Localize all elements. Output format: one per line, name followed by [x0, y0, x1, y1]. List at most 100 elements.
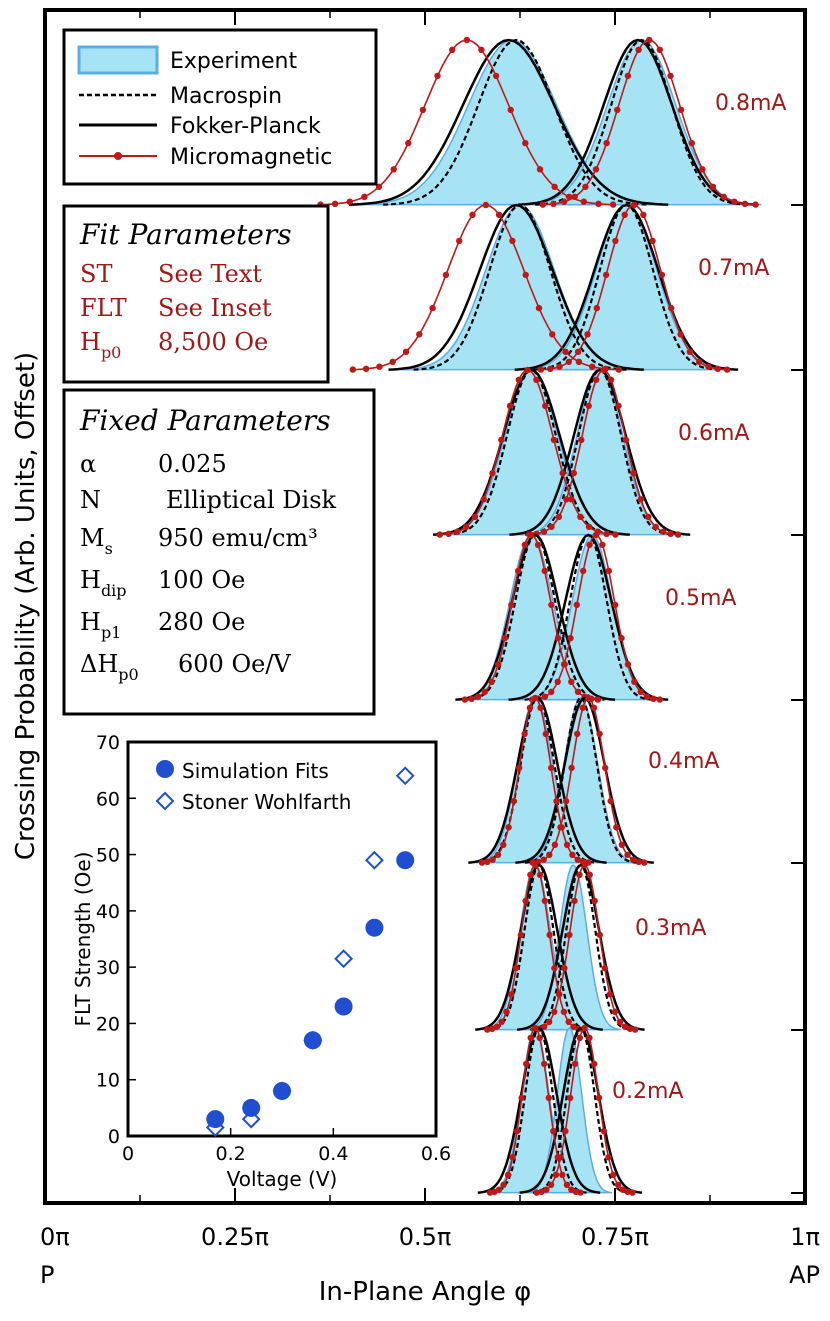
- micromagnetic-point: [521, 730, 528, 738]
- micromagnetic-point: [390, 166, 397, 173]
- micromagnetic-point: [498, 1018, 505, 1025]
- micromagnetic-point: [475, 693, 482, 700]
- micromagnetic-point: [584, 331, 591, 338]
- inset-legend-label-simulation: Simulation Fits: [182, 759, 329, 783]
- micromagnetic-point: [696, 358, 703, 365]
- x-tick-label: 0.5π: [399, 1223, 452, 1251]
- micromagnetic-point: [541, 1023, 548, 1030]
- micromagnetic-point: [570, 469, 577, 477]
- micromagnetic-point: [419, 106, 427, 114]
- micromagnetic-point: [484, 1026, 491, 1033]
- inset-y-tick-label: 70: [96, 732, 120, 754]
- current-label: 0.7mA: [698, 256, 769, 281]
- fixed-param-name: N: [80, 486, 101, 514]
- legend-label-micromagnetic: Micromagnetic: [170, 145, 332, 170]
- fokker-planck-line: [348, 38, 669, 206]
- inset-x-tick-label: 0: [122, 1143, 134, 1165]
- macrospin-line: [478, 696, 597, 864]
- micromagnetic-point: [500, 1181, 507, 1189]
- micromagnetic-point: [510, 797, 518, 805]
- micromagnetic-point: [554, 634, 562, 642]
- micromagnetic-point: [543, 1186, 550, 1193]
- micromagnetic-point: [346, 198, 353, 205]
- micromagnetic-point: [660, 528, 667, 535]
- micromagnetic-point: [508, 601, 515, 609]
- micromagnetic-point: [533, 1189, 540, 1196]
- micromagnetic-point: [656, 696, 663, 703]
- main-plot: 0π 0.25π 0.5π 0.75π 1π P AP 0.8mA 0.7mA 0.6mA 0.5…: [40, 8, 820, 1289]
- fokker-planck-line: [509, 368, 691, 536]
- micromagnetic-point: [570, 1023, 577, 1030]
- micromagnetic-point: [591, 1060, 598, 1068]
- micromagnetic-point: [560, 1008, 568, 1015]
- micromagnetic-point: [537, 366, 545, 373]
- fixed-param-name-main: ΔH: [80, 650, 118, 678]
- micromagnetic-point: [621, 211, 628, 218]
- micromagnetic-point: [624, 72, 632, 80]
- micromagnetic-point: [518, 1094, 525, 1102]
- micromagnetic-point: [541, 1060, 548, 1068]
- micromagnetic-point: [593, 376, 600, 383]
- micromagnetic-point: [536, 871, 544, 878]
- micromagnetic-point: [585, 523, 593, 530]
- fit-param-name: Hp0: [80, 328, 121, 362]
- micromagnetic-point: [541, 567, 548, 575]
- micromagnetic-point: [630, 201, 638, 209]
- micromagnetic-point: [456, 237, 463, 245]
- micromagnetic-point: [649, 237, 656, 245]
- micromagnetic-point: [573, 601, 580, 609]
- legend-label-macrospin: Macrospin: [170, 84, 282, 109]
- micromagnetic-point: [548, 764, 555, 772]
- micromagnetic-point: [600, 366, 607, 374]
- micromagnetic-point: [624, 1188, 631, 1196]
- micromagnetic-point: [705, 363, 712, 370]
- micromagnetic-point: [595, 1094, 603, 1102]
- current-label: 0.4mA: [648, 749, 719, 774]
- micromagnetic-point: [592, 166, 600, 173]
- micromagnetic-point: [589, 363, 596, 370]
- inset-points: [205, 766, 415, 1137]
- micromagnetic-point: [562, 1127, 569, 1135]
- micromagnetic-point: [493, 1023, 501, 1030]
- micromagnetic-point: [478, 859, 486, 866]
- micromagnetic-point: [603, 530, 610, 537]
- fixed-param-value: 0.025: [158, 450, 227, 478]
- micromagnetic-point: [454, 528, 461, 535]
- inset-plot-frame: [126, 740, 438, 1138]
- micromagnetic-point: [579, 704, 586, 711]
- inset-x-axis-title: Voltage (V): [227, 1167, 338, 1191]
- micromagnetic-point: [619, 1186, 627, 1193]
- fit-param-name: FLT: [80, 294, 127, 322]
- micromagnetic-point: [720, 193, 727, 200]
- micromagnetic-point: [585, 402, 592, 410]
- inset-x-tick-label: 0.6: [421, 1143, 451, 1165]
- micromagnetic-point: [599, 541, 606, 548]
- micromagnetic-point: [622, 436, 630, 444]
- micromagnetic-point: [565, 358, 572, 365]
- micromagnetic-point: [574, 688, 582, 695]
- micromagnetic-point: [567, 634, 574, 642]
- micromagnetic-point: [514, 567, 522, 575]
- micromagnetic-point: [569, 851, 576, 858]
- micromagnetic-point: [571, 897, 578, 905]
- micromagnetic-point: [405, 139, 412, 147]
- micromagnetic-point: [686, 348, 694, 355]
- inset-y-tick-label: 60: [96, 788, 120, 810]
- micromagnetic-point: [611, 1008, 619, 1015]
- macrospin-line: [530, 863, 632, 1031]
- micromagnetic-point: [550, 436, 558, 444]
- micromagnetic-point: [571, 1060, 579, 1068]
- micromagnetic-point: [568, 496, 575, 503]
- micromagnetic-point: [436, 531, 443, 538]
- inset-x-tick-label: 0.2: [216, 1143, 246, 1165]
- micromagnetic-point: [574, 856, 581, 863]
- micromagnetic-point: [526, 704, 534, 711]
- micromagnetic-point: [612, 601, 619, 609]
- inset-y-tick-label: 40: [96, 901, 120, 923]
- micromagnetic-point: [618, 634, 625, 642]
- inset-point-stoner: [334, 949, 354, 969]
- micromagnetic-point: [646, 36, 653, 44]
- micromagnetic-point: [488, 1025, 496, 1033]
- micromagnetic-point: [524, 366, 531, 374]
- micromagnetic-point: [610, 1171, 617, 1179]
